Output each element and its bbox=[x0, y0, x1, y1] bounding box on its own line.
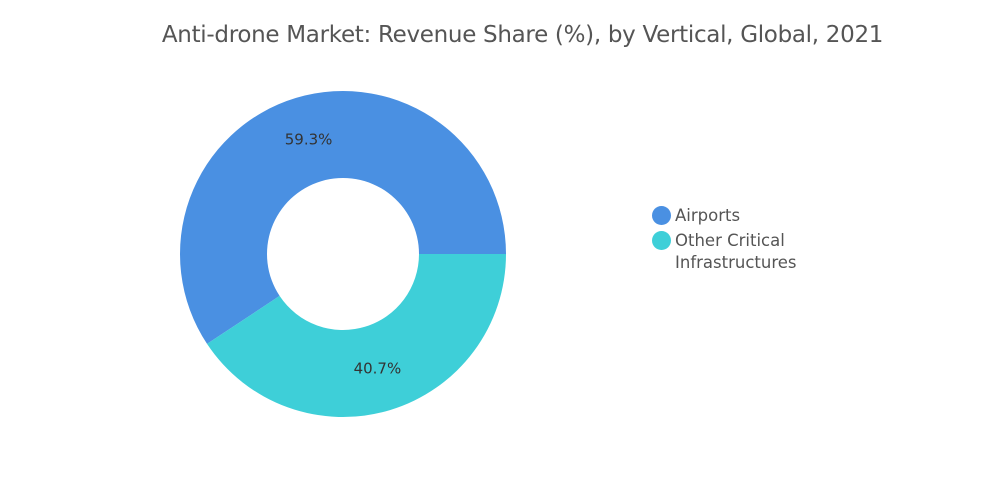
data-label: 59.3% bbox=[285, 131, 333, 149]
legend-item[interactable]: Other Critical Infrastructures bbox=[652, 230, 867, 274]
legend-label: Airports bbox=[675, 206, 741, 225]
legend-marker-icon bbox=[652, 206, 671, 225]
legend: Airports Other Critical Infrastructures bbox=[652, 205, 867, 277]
legend-marker-icon bbox=[652, 231, 671, 250]
legend-label: Other Critical Infrastructures bbox=[675, 231, 797, 272]
slice-other-critical-infrastructures bbox=[207, 254, 506, 417]
legend-item[interactable]: Airports bbox=[652, 205, 867, 227]
slice-airports bbox=[179, 90, 507, 344]
chart-title: Anti-drone Market: Revenue Share (%), by… bbox=[161, 22, 884, 48]
data-label: 40.7% bbox=[354, 359, 402, 377]
